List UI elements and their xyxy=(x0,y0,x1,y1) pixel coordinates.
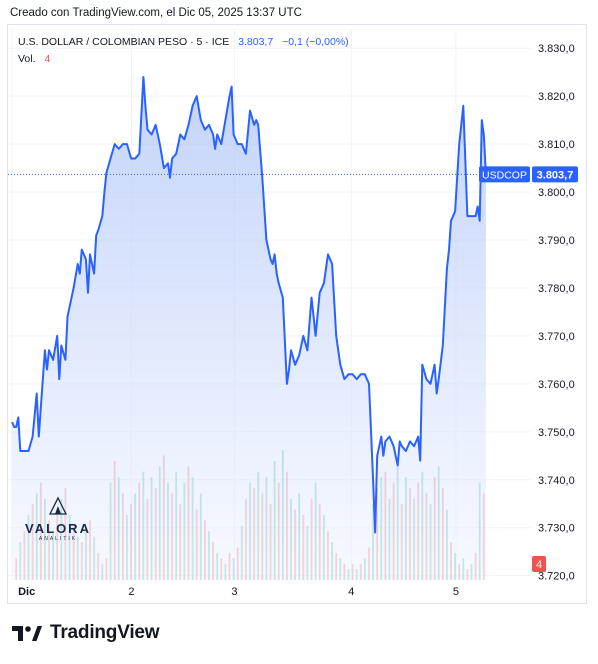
y-tick-label: 3.720,0 xyxy=(538,571,575,583)
last-price-tags: USDCOP 3.803,7 4 xyxy=(8,166,578,572)
symbol-tag-box xyxy=(479,166,530,183)
volume-tag-text: 4 xyxy=(536,559,542,571)
valora-name: VALORA xyxy=(25,521,91,536)
price-tag-text: 3.803,7 xyxy=(537,169,574,181)
volume-legend[interactable]: Vol. 4 xyxy=(18,53,50,65)
symbol-tag-text: USDCOP xyxy=(482,169,527,181)
price-line xyxy=(11,76,487,534)
x-tick-label: 5 xyxy=(453,586,459,598)
valora-logo-icon xyxy=(48,496,68,515)
change-value: −0,1 (−0,00%) xyxy=(282,36,349,48)
volume-value: 4 xyxy=(44,53,51,65)
y-tick-label: 3.760,0 xyxy=(538,379,575,391)
y-tick-label: 3.830,0 xyxy=(538,43,575,55)
y-tick-label: 3.790,0 xyxy=(538,235,575,247)
y-tick-label: 3.750,0 xyxy=(538,427,575,439)
time-axis[interactable]: Dic 2 3 4 5 xyxy=(18,586,459,598)
price-axis[interactable]: 3.830,0 3.820,0 3.810,0 3.800,0 3.790,0 3.780… xyxy=(538,43,575,582)
last-value: 3.803,7 xyxy=(238,36,274,48)
x-tick-label: 2 xyxy=(128,586,134,598)
symbol-name: U.S. DOLLAR / COLOMBIAN PESO · 5 · ICE xyxy=(18,36,230,48)
chart-frame xyxy=(7,24,587,604)
tradingview-footer-logo[interactable]: TradingView xyxy=(12,622,160,644)
y-tick-label: 3.770,0 xyxy=(538,331,575,343)
volume-label: Vol. xyxy=(18,53,36,65)
valora-watermark: VALORA ANALITIK xyxy=(22,494,94,542)
tradingview-logo-icon xyxy=(12,626,42,641)
price-series-line xyxy=(11,76,487,534)
y-tick-label: 3.810,0 xyxy=(538,139,575,151)
x-tick-label: 4 xyxy=(348,586,354,598)
price-area xyxy=(12,77,486,580)
created-with-text: Creado con TradingView.com, el Dic 05, 2… xyxy=(10,7,302,19)
price-tag-box xyxy=(532,166,578,183)
y-tick-label: 3.780,0 xyxy=(538,283,575,295)
valora-sub: ANALITIK xyxy=(38,536,78,542)
y-tick-label: 3.740,0 xyxy=(538,475,575,487)
volume-tag-box xyxy=(532,556,546,572)
y-tick-label: 3.800,0 xyxy=(538,187,575,199)
y-tick-label: 3.820,0 xyxy=(538,91,575,103)
x-tick-label: Dic xyxy=(18,586,35,598)
tradingview-brand: TradingView xyxy=(50,622,160,643)
symbol-legend[interactable]: U.S. DOLLAR / COLOMBIAN PESO · 5 · ICE 3… xyxy=(18,36,349,48)
y-tick-label: 3.730,0 xyxy=(538,523,575,535)
price-area-fill xyxy=(12,77,486,580)
x-tick-label: 3 xyxy=(231,586,237,598)
